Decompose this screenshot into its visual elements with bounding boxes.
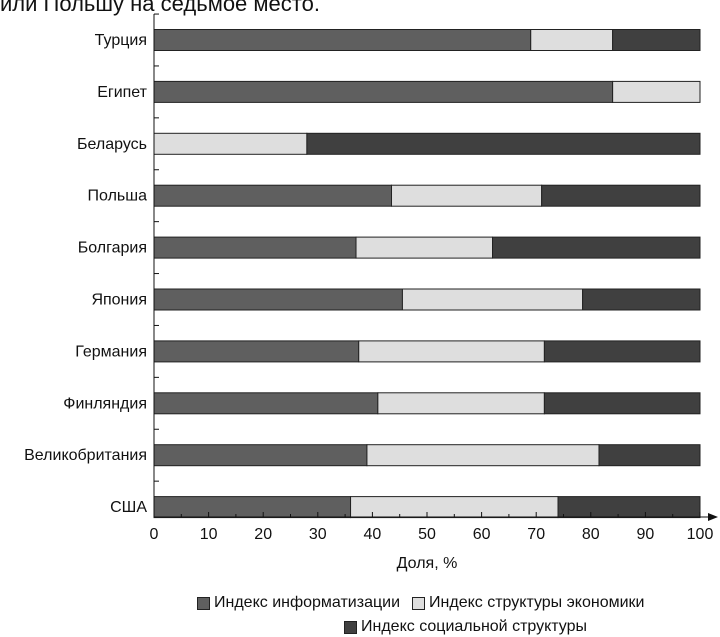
category-label: Болгария bbox=[78, 240, 147, 257]
x-tick-label: 60 bbox=[473, 526, 491, 543]
axes-group bbox=[153, 13, 718, 521]
tick-labels: 0 10 20 30 40 50 60 70 80 90 100 bbox=[150, 526, 714, 543]
bar-segment bbox=[530, 29, 614, 51]
x-tick-label: 40 bbox=[364, 526, 382, 543]
cut-off-text: или Польшу на седьмое место. bbox=[0, 0, 320, 16]
bar-segment bbox=[492, 236, 701, 259]
legend-item-economy-structure: Индекс структуры экономики bbox=[412, 594, 644, 612]
x-axis-label: Доля, % bbox=[397, 555, 458, 572]
legend-item-social-structure: Индекс социальной структуры bbox=[344, 618, 587, 636]
x-tick-label: 20 bbox=[254, 526, 272, 543]
x-tick-label: 100 bbox=[687, 526, 714, 543]
bar-segment bbox=[153, 236, 357, 259]
category-label: Великобритания bbox=[24, 447, 147, 464]
legend-label: Индекс социальной структуры bbox=[361, 618, 588, 635]
bar-segment bbox=[557, 496, 701, 519]
legend-swatch-icon bbox=[344, 620, 357, 634]
bar-segment bbox=[153, 132, 308, 155]
category-label: США bbox=[110, 499, 147, 516]
category-label: Япония bbox=[91, 292, 147, 309]
x-tick-label: 30 bbox=[309, 526, 327, 543]
bar-segment bbox=[401, 288, 584, 311]
bar-segment bbox=[306, 132, 701, 155]
bars-group bbox=[153, 29, 701, 519]
legend-row: Индекс социальной структуры bbox=[344, 618, 599, 636]
category-label: Беларусь bbox=[77, 136, 147, 153]
bar-segment bbox=[543, 340, 701, 363]
legend-swatch-icon bbox=[197, 596, 210, 610]
legend-swatch-icon bbox=[412, 596, 426, 610]
x-tick-label: 10 bbox=[200, 526, 218, 543]
bar-segment bbox=[153, 340, 360, 363]
bar-segment bbox=[612, 29, 701, 51]
bar-segment bbox=[355, 236, 494, 259]
bar-segment bbox=[153, 80, 614, 103]
x-tick-label: 80 bbox=[582, 526, 600, 543]
bar-segment bbox=[153, 392, 379, 415]
bar-segment bbox=[543, 392, 701, 415]
x-tick-label: 0 bbox=[150, 526, 159, 543]
bar-segment bbox=[582, 288, 701, 311]
bar-segment bbox=[366, 444, 600, 467]
category-label: Египет bbox=[97, 84, 147, 101]
legend-item-informatization: Индекс информатизации bbox=[197, 594, 400, 612]
legend-row: Индекс информатизации Индекс структуры э… bbox=[197, 594, 656, 612]
category-labels: Турция Египет Беларусь Польша Болгария Япония… bbox=[24, 32, 148, 516]
category-label: Польша bbox=[88, 188, 148, 205]
x-tick-label: 70 bbox=[527, 526, 545, 543]
bar-segment bbox=[391, 184, 543, 207]
category-label: Финляндия bbox=[63, 395, 147, 412]
bar-segment bbox=[541, 184, 701, 207]
bar-segment bbox=[153, 288, 403, 311]
x-axis-arrow-icon bbox=[708, 513, 718, 521]
bar-segment bbox=[153, 496, 352, 519]
bar-segment bbox=[612, 80, 701, 103]
bar-segment bbox=[598, 444, 701, 467]
bar-segment bbox=[153, 29, 532, 51]
bar-segment bbox=[377, 392, 545, 415]
legend-label: Индекс структуры экономики bbox=[429, 594, 645, 611]
bar-segment bbox=[153, 444, 368, 467]
legend-label: Индекс информатизации bbox=[214, 594, 401, 611]
x-tick-label: 50 bbox=[418, 526, 436, 543]
category-label: Германия bbox=[75, 343, 147, 360]
bar-segment bbox=[358, 340, 545, 363]
bar-segment bbox=[153, 184, 393, 207]
category-label: Турция bbox=[95, 32, 147, 49]
x-tick-label: 90 bbox=[637, 526, 655, 543]
